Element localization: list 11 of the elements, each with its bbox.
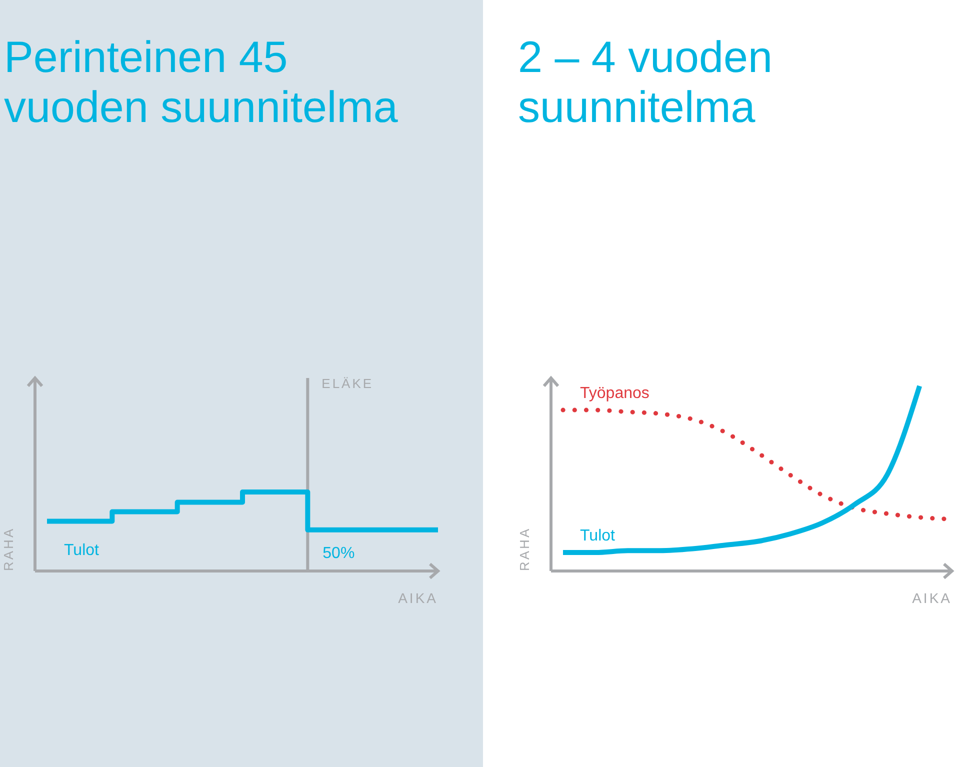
chart-title: Perinteinen 45 vuoden suunnitelma	[4, 33, 398, 132]
annotation: 50%	[322, 545, 355, 562]
x-axis-title: AIKA	[912, 590, 952, 606]
text: ELÄKE	[322, 376, 374, 391]
series-label: Työpanos	[580, 385, 650, 402]
y-axis-title: RAHA	[517, 526, 532, 571]
series-label: Tulot	[580, 528, 616, 544]
series-label: Tulot	[64, 542, 100, 560]
x-axis-title: AIKA	[398, 590, 438, 606]
y-axis-title: RAHA	[1, 526, 16, 571]
chart-title: 2 – 4 vuoden suunnitelma	[518, 33, 772, 132]
